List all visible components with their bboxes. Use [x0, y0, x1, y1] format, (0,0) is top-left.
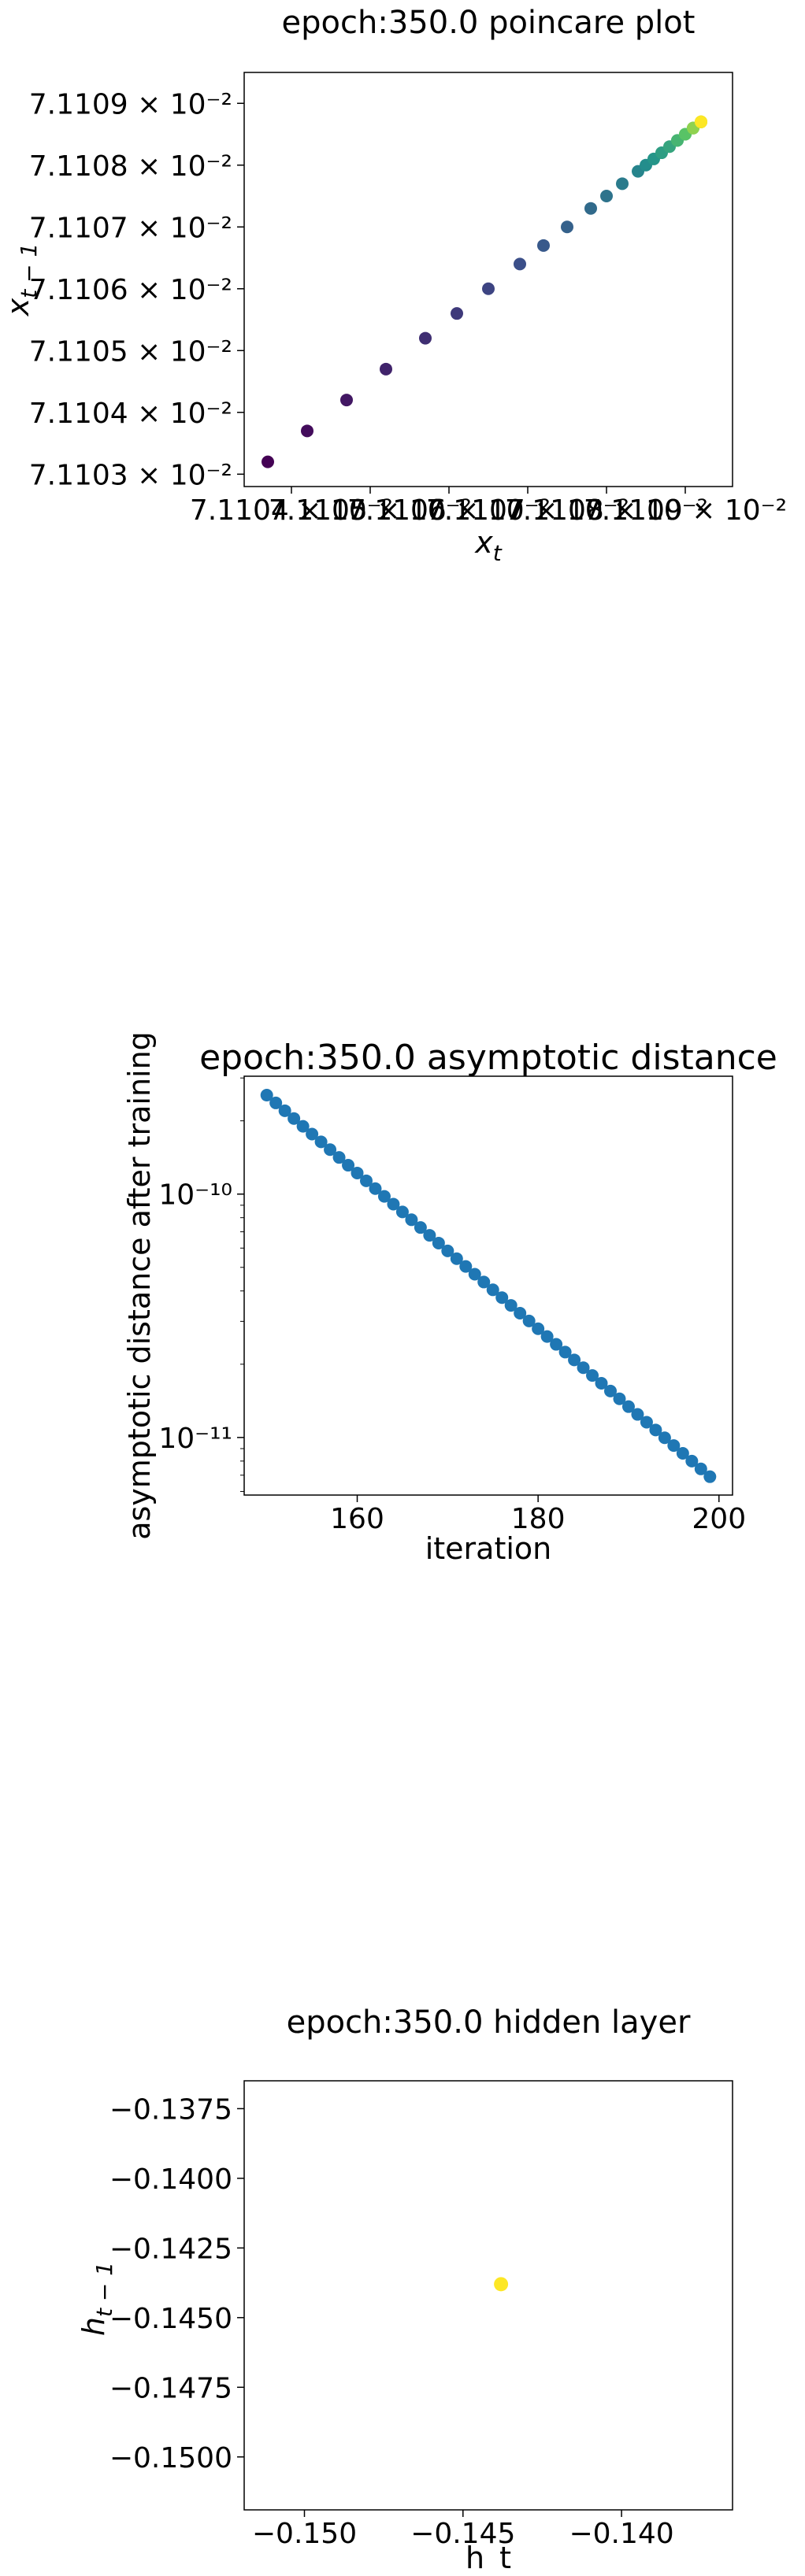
x-tick-label: −0.140: [569, 2518, 673, 2550]
y-tick-label: 7.1104 × 10⁻²: [29, 398, 232, 430]
y-axis-label: asymptotic distance after training: [122, 1031, 157, 1540]
y-tick-label: 7.1106 × 10⁻²: [29, 274, 232, 306]
data-point: [380, 363, 392, 376]
poincare-plot-panel: epoch:350.0 poincare plot 7.1103 × 10⁻² 7…: [0, 0, 805, 583]
data-point: [262, 456, 274, 468]
y-tick-label: −0.1500: [109, 2442, 232, 2474]
y-tick-label: 7.1107 × 10⁻²: [29, 212, 232, 244]
data-point: [494, 2277, 508, 2291]
data-point: [616, 177, 629, 190]
data-point: [514, 257, 526, 270]
y-tick-label: −0.1425: [109, 2233, 232, 2265]
y-tick-label: 10⁻¹⁰: [158, 1179, 232, 1212]
chart-title: epoch:350.0 poincare plot: [282, 5, 696, 41]
chart-title: epoch:350.0 hidden layer: [287, 2004, 691, 2041]
y-tick-label: −0.1450: [109, 2303, 232, 2335]
data-point: [482, 283, 495, 295]
y-tick-label: −0.1400: [109, 2163, 232, 2196]
data-point: [703, 1471, 716, 1483]
x-tick-label: 160: [330, 1503, 384, 1535]
asymptotic-distance-panel: epoch:350.0 asymptotic distance 10⁻¹⁰ 10⁻…: [0, 1023, 805, 1590]
x-axis-label: xt: [474, 525, 503, 566]
y-tick-label: −0.1475: [109, 2372, 232, 2404]
data-point: [561, 220, 573, 233]
x-axis-label: h_t: [466, 2541, 511, 2573]
y-tick-label: −0.1375: [109, 2093, 232, 2126]
chart-title: epoch:350.0 asymptotic distance: [199, 1038, 777, 1078]
hidden-layer-chart: epoch:350.0 hidden layer −0.1375 −0.1400 −…: [0, 2000, 805, 2573]
y-tick-label: 10⁻¹¹: [158, 1423, 232, 1455]
x-tick-label: 200: [692, 1503, 746, 1535]
x-tick-label: −0.150: [252, 2518, 357, 2550]
plot-frame: [244, 72, 733, 487]
data-point: [600, 190, 613, 202]
poincare-plot-chart: epoch:350.0 poincare plot 7.1103 × 10⁻² 7…: [0, 0, 805, 583]
data-point: [584, 202, 597, 215]
x-axis-label: iteration: [425, 1531, 552, 1566]
plot-frame: [244, 2081, 733, 2510]
y-tick-label: 7.1108 × 10⁻²: [29, 150, 232, 183]
data-point: [301, 424, 313, 437]
data-point: [419, 332, 432, 345]
data-point: [537, 239, 550, 252]
x-tick-label: 180: [511, 1503, 566, 1535]
x-tick-label: 7.1109 × 10⁻²: [584, 494, 787, 527]
y-tick-label: 7.1105 × 10⁻²: [29, 335, 232, 368]
hidden-layer-panel: epoch:350.0 hidden layer −0.1375 −0.1400 −…: [0, 2000, 805, 2573]
data-point: [695, 116, 707, 128]
data-point: [451, 307, 463, 320]
y-tick-label: 7.1103 × 10⁻²: [29, 459, 232, 491]
asymptotic-distance-chart: epoch:350.0 asymptotic distance 10⁻¹⁰ 10⁻…: [0, 1023, 805, 1590]
y-tick-label: 7.1109 × 10⁻²: [29, 88, 232, 120]
data-point: [340, 394, 353, 406]
